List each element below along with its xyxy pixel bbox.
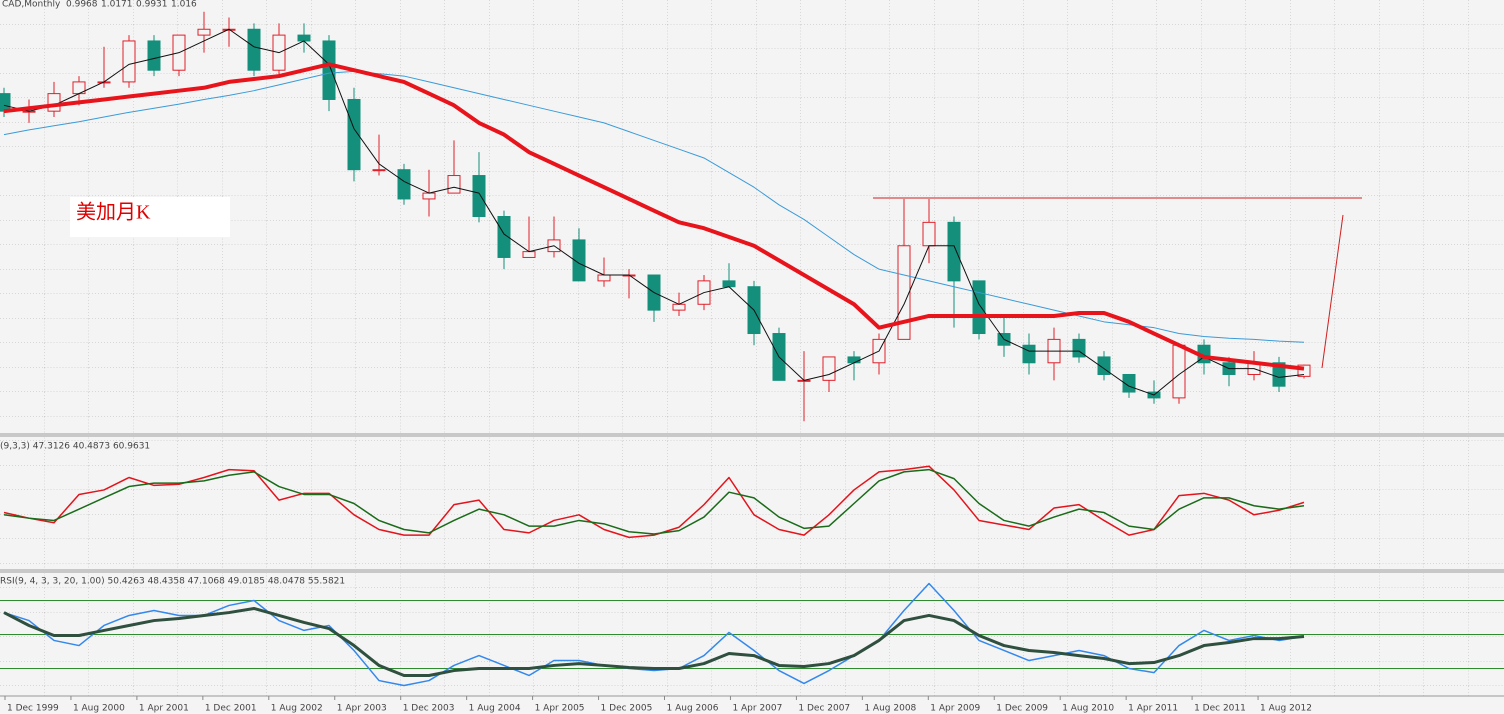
- x-tick-label: 1 Aug 2008: [864, 704, 916, 714]
- candle-body: [247, 28, 261, 71]
- x-tick-label: 1 Aug 2010: [1062, 704, 1114, 714]
- candle-body: [422, 192, 436, 200]
- candle-body: [922, 221, 936, 247]
- candle-body: [322, 40, 336, 100]
- candle-body: [1072, 338, 1086, 358]
- x-tick-label: 1 Aug 2000: [73, 704, 125, 714]
- ohlc-open: 0.9968: [66, 0, 98, 10]
- candle-body: [1272, 362, 1286, 387]
- panel-title: (9,3,3) 47.3126 40.4873 60.9631: [0, 442, 150, 452]
- candle-body: [947, 221, 961, 282]
- x-tick-label: 1 Dec 2005: [601, 704, 653, 714]
- indicator-line: [3, 62, 1305, 371]
- x-tick-label: 1 Apr 2009: [930, 704, 980, 714]
- panel-title: RSI(9, 4, 3, 3, 20, 1.00) 50.4263 48.435…: [0, 577, 345, 587]
- candle-body: [672, 303, 686, 311]
- candle-body: [822, 356, 836, 381]
- candle-body: [972, 280, 986, 335]
- candle-body: [447, 175, 461, 194]
- x-tick-label: 1 Aug 2002: [271, 704, 323, 714]
- x-tick-label: 1 Aug 2004: [469, 704, 521, 714]
- ohlc-high: 1.0171: [101, 0, 133, 10]
- candle-body: [347, 98, 361, 171]
- ohlc-close: 1.016: [171, 0, 197, 10]
- grid: [0, 0, 1504, 696]
- x-tick-label: 1 Apr 2005: [535, 704, 585, 714]
- x-tick-label: 1 Dec 2003: [403, 704, 455, 714]
- panel-separator: [0, 433, 1504, 437]
- candle-body: [397, 169, 411, 200]
- candle-body: [597, 274, 611, 282]
- chart-title: CAD,Monthly: [2, 0, 61, 10]
- x-tick-label: 1 Aug 2006: [667, 704, 719, 714]
- candle-body: [497, 216, 511, 258]
- candle-body: [1297, 364, 1311, 377]
- annotation-box: [70, 197, 230, 237]
- trend-line: [1321, 214, 1344, 369]
- x-tick-label: 1 Apr 2003: [337, 704, 387, 714]
- panel-separator: [0, 569, 1504, 573]
- candle-body: [1022, 344, 1036, 364]
- candle-body: [47, 93, 61, 112]
- candle-body: [897, 245, 911, 340]
- indicator-line: [3, 468, 1305, 535]
- candle-body: [1097, 356, 1111, 375]
- ohlc-low: 0.9931: [136, 0, 168, 10]
- candle-body: [197, 28, 211, 36]
- indicator-line: [3, 70, 1305, 343]
- x-tick-label: 1 Apr 2011: [1128, 704, 1178, 714]
- candle-body: [372, 169, 386, 172]
- x-tick-label: 1 Dec 1999: [7, 704, 59, 714]
- x-tick-label: 1 Dec 2001: [205, 704, 257, 714]
- x-tick-label: 1 Dec 2009: [996, 704, 1048, 714]
- candle-body: [572, 239, 586, 282]
- x-tick-label: 1 Dec 2011: [1194, 704, 1246, 714]
- indicator-line: [3, 28, 1305, 396]
- candle-body: [297, 34, 311, 42]
- indicator-line: [3, 606, 1305, 677]
- annotation: 美加月K: [76, 201, 151, 224]
- x-tick-label: 1 Apr 2007: [732, 704, 782, 714]
- x-tick-label: 1 Dec 2007: [798, 704, 850, 714]
- candle-body: [722, 280, 736, 288]
- candle-body: [472, 175, 486, 218]
- x-tick-label: 1 Aug 2012: [1260, 704, 1312, 714]
- candle-body: [522, 251, 536, 258]
- candle-body: [147, 40, 161, 71]
- candle-body: [122, 40, 136, 83]
- x-tick-label: 1 Apr 2001: [139, 704, 189, 714]
- indicator-line: [3, 582, 1305, 687]
- candle-body: [847, 356, 861, 364]
- candle-body: [0, 93, 11, 112]
